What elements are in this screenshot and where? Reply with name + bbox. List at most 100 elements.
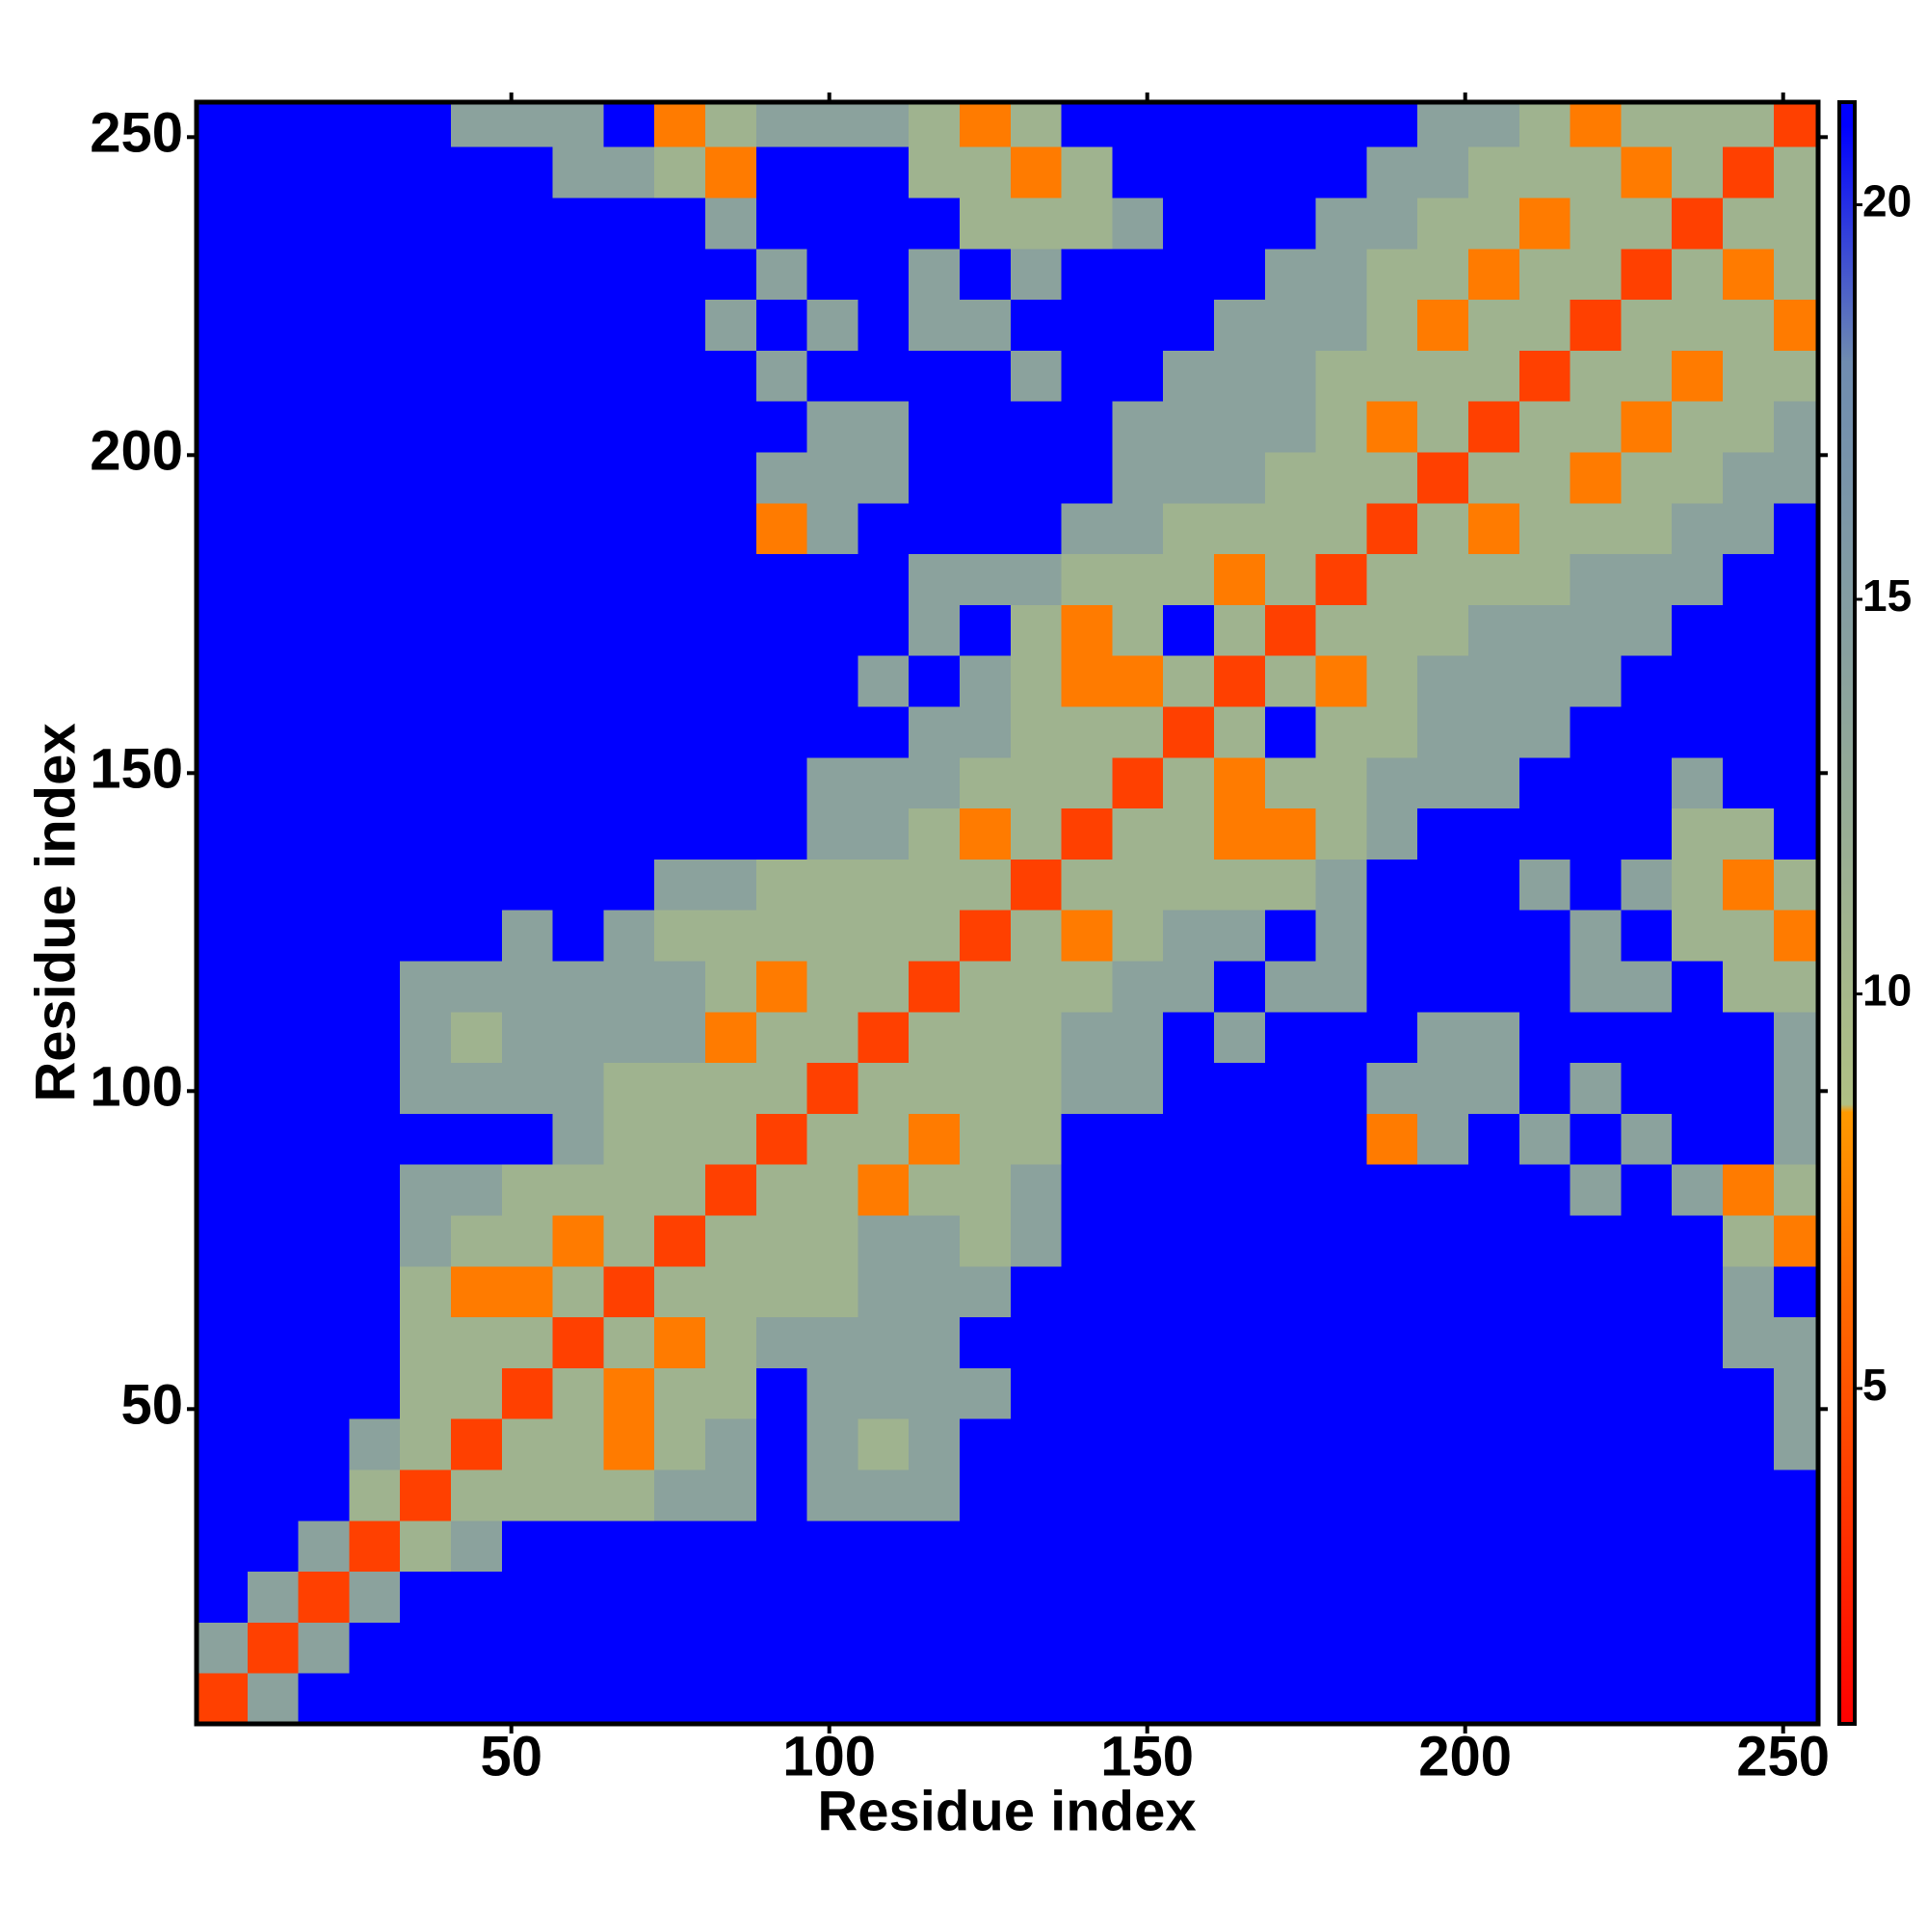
- heatmap-cell: [349, 961, 401, 1013]
- heatmap-cell: [1518, 299, 1571, 351]
- heatmap-cell: [1061, 1215, 1113, 1267]
- heatmap-cell: [654, 1469, 706, 1522]
- heatmap-cell: [501, 1367, 554, 1419]
- heatmap-cell: [1264, 350, 1317, 402]
- heatmap-cell: [1112, 452, 1164, 504]
- heatmap-cell: [1264, 502, 1317, 555]
- heatmap-cell: [1010, 198, 1063, 250]
- heatmap-cell: [1621, 859, 1673, 911]
- heatmap-cell: [552, 1011, 604, 1064]
- heatmap-cell: [1468, 859, 1520, 911]
- heatmap-cell: [298, 1316, 350, 1368]
- heatmap-cell: [501, 1520, 554, 1573]
- heatmap-cell: [501, 553, 554, 605]
- heatmap-cell: [1417, 1062, 1469, 1114]
- heatmap-cell: [1570, 248, 1622, 301]
- heatmap-cell: [960, 859, 1012, 911]
- heatmap-cell: [1264, 1062, 1317, 1114]
- heatmap-cell: [1621, 1571, 1673, 1623]
- heatmap-cell: [960, 756, 1012, 809]
- heatmap-cell: [1163, 1469, 1215, 1522]
- heatmap-cell: [1468, 146, 1520, 198]
- heatmap-cell: [552, 1469, 604, 1522]
- heatmap-cell: [806, 1367, 858, 1419]
- heatmap-cell: [501, 1418, 554, 1470]
- heatmap-cell: [1315, 1113, 1367, 1165]
- heatmap-cell: [197, 604, 249, 656]
- heatmap-cell: [400, 1367, 452, 1419]
- heatmap-cell: [1773, 1571, 1819, 1623]
- heatmap-cell: [909, 553, 961, 605]
- heatmap-cell: [858, 146, 910, 198]
- heatmap-cell: [349, 401, 401, 453]
- heatmap-cell: [858, 1215, 910, 1267]
- heatmap-cell: [858, 1062, 910, 1114]
- heatmap-cell: [1214, 756, 1266, 809]
- heatmap-cell: [1417, 350, 1469, 402]
- heatmap-cell: [247, 756, 300, 809]
- heatmap-cell: [858, 807, 910, 860]
- heatmap-cell: [1061, 859, 1113, 911]
- heatmap-cell: [298, 1673, 350, 1725]
- heatmap-cell: [858, 1265, 910, 1318]
- heatmap-cell: [806, 350, 858, 402]
- heatmap-cell: [960, 1469, 1012, 1522]
- heatmap-cell: [705, 350, 757, 402]
- heatmap-cell: [451, 553, 503, 605]
- heatmap-cell: [400, 1215, 452, 1267]
- heatmap-cell: [1518, 146, 1571, 198]
- heatmap-cell: [501, 1215, 554, 1267]
- heatmap-cell: [1264, 910, 1317, 962]
- heatmap-cell: [1468, 756, 1520, 809]
- heatmap-cell: [705, 859, 757, 911]
- heatmap-cell: [1570, 1062, 1622, 1114]
- heatmap-cell: [1315, 401, 1367, 453]
- heatmap-cell: [197, 706, 249, 758]
- heatmap-cell: [806, 299, 858, 351]
- heatmap-cell: [1163, 102, 1215, 147]
- heatmap-cell: [1163, 1418, 1215, 1470]
- heatmap-cell: [501, 1316, 554, 1368]
- heatmap-cell: [1672, 1571, 1724, 1623]
- heatmap-cell: [298, 961, 350, 1013]
- heatmap-cell: [1672, 756, 1724, 809]
- heatmap-cell: [1723, 102, 1775, 147]
- heatmap-cell: [1723, 910, 1775, 962]
- heatmap-cell: [1518, 1418, 1571, 1470]
- heatmap-cell: [349, 756, 401, 809]
- heatmap-cell: [1570, 604, 1622, 656]
- heatmap-cell: [552, 706, 604, 758]
- heatmap-cell: [1061, 756, 1113, 809]
- heatmap-cell: [1773, 1113, 1819, 1165]
- heatmap-cell: [1621, 1520, 1673, 1573]
- heatmap-cell: [1417, 1469, 1469, 1522]
- heatmap-cell: [1214, 807, 1266, 860]
- heatmap-cell: [400, 1622, 452, 1674]
- heatmap-cell: [552, 1418, 604, 1470]
- heatmap-cell: [1672, 1673, 1724, 1725]
- heatmap-cell: [197, 553, 249, 605]
- heatmap-cell: [197, 1622, 249, 1674]
- heatmap-cell: [1672, 299, 1724, 351]
- heatmap-cell: [1773, 807, 1819, 860]
- heatmap-cell: [755, 655, 808, 707]
- heatmap-cell: [654, 1164, 706, 1216]
- heatmap-cell: [1417, 1418, 1469, 1470]
- heatmap-cell: [1010, 401, 1063, 453]
- heatmap-cell: [247, 248, 300, 301]
- heatmap-cell: [1112, 1062, 1164, 1114]
- heatmap-cell: [1010, 604, 1063, 656]
- heatmap-cell: [603, 553, 655, 605]
- x-tick-label: 200: [1418, 1725, 1512, 1787]
- heatmap-cell: [705, 502, 757, 555]
- heatmap-cell: [552, 1164, 604, 1216]
- heatmap-cell: [909, 146, 961, 198]
- heatmap-cell: [603, 1011, 655, 1064]
- heatmap-cell: [1570, 859, 1622, 911]
- heatmap-cell: [349, 553, 401, 605]
- heatmap-cell: [298, 910, 350, 962]
- heatmap-cell: [1010, 1469, 1063, 1522]
- heatmap-cell: [603, 655, 655, 707]
- heatmap-cell: [806, 1215, 858, 1267]
- heatmap-cell: [451, 146, 503, 198]
